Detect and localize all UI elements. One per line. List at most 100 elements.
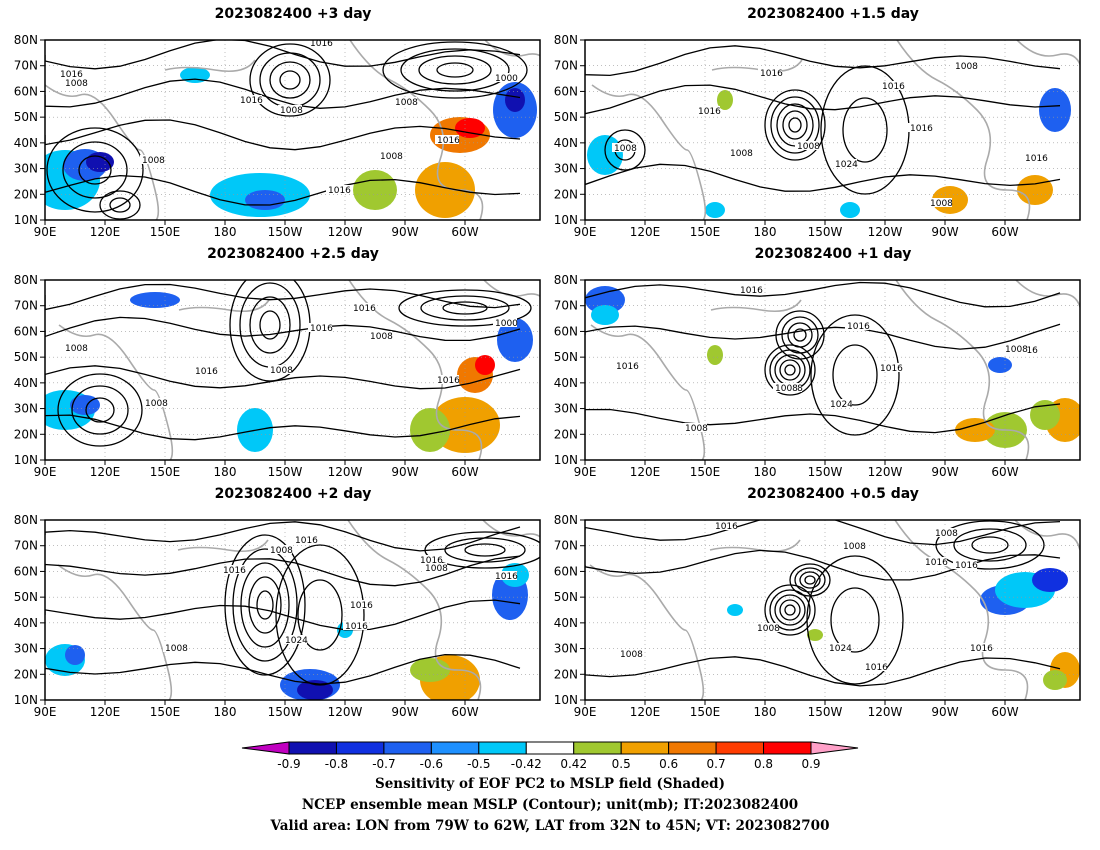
lat-label: 40N [554,376,578,390]
contour-label: 1024 [829,644,852,654]
isobar-ring [259,310,281,340]
lon-label: 120E [630,225,661,239]
colorbar-tick-label: -0.8 [325,757,348,771]
lon-label: 120E [90,465,121,479]
lon-label: 120W [328,705,363,719]
contour-label: 1016 [1025,154,1048,164]
isobar-ring [799,571,821,589]
map-p4: 1016101610081016100810241016100810161008… [554,273,1081,479]
isobar [45,119,521,151]
isobar [45,555,521,587]
lon-label: 120E [630,465,661,479]
isobar [45,78,521,109]
lon-label: 120W [868,465,903,479]
shade-mblue [585,286,625,314]
contour-label: 1008 [930,199,953,209]
shade-green [1043,670,1067,690]
contour-label: 1008 [685,424,708,434]
lat-label: 20N [14,667,38,681]
contour-label: 1008 [270,366,293,376]
lat-label: 50N [14,350,38,364]
isobar [45,653,521,685]
contour-label: 1016 [970,644,993,654]
isobar [585,84,1061,115]
isobar-ring [971,536,1009,554]
shade-green [410,408,450,452]
colorbar-box [430,741,480,755]
isobar-ring [935,520,1045,570]
isobar [45,521,521,552]
contour-label: 1008 [730,149,753,159]
contour-label: 1008 [614,144,637,154]
contour-label: 1016 [437,376,460,386]
shade-mblue [130,292,180,308]
lat-label: 80N [554,513,578,527]
isobar-ring [810,314,900,436]
lon-label: 180 [754,465,777,479]
lon-label: 150E [150,225,181,239]
contour-label: 1016 [760,69,783,79]
isobar-ring [793,328,807,342]
lon-label: 90W [391,705,418,719]
lat-label: 60N [554,324,578,338]
lon-label: 90E [574,705,597,719]
isobar [45,599,521,631]
lat-label: 70N [554,299,578,313]
lat-label: 20N [14,187,38,201]
contour-label: 1016 [350,601,373,611]
contour-label: 1016 [310,39,333,49]
contour-label: 1016 [955,561,978,571]
lon-label: 180 [754,705,777,719]
lat-label: 80N [554,273,578,287]
lat-label: 40N [554,616,578,630]
lat-label: 60N [554,84,578,98]
lon-label: 150W [808,225,843,239]
colorbar-box [668,741,717,755]
isobar-ring [256,590,274,620]
lat-label: 60N [14,84,38,98]
shade-dblue [505,88,525,112]
contour-label: 1008 [380,152,403,162]
lat-label: 50N [554,350,578,364]
isobar-ring [779,599,801,621]
lon-label: 90W [391,465,418,479]
lon-label: 120E [90,225,121,239]
colorbar-box [335,741,385,755]
lon-label: 90W [391,225,418,239]
lat-label: 70N [14,299,38,313]
isobar-ring [249,296,291,354]
contour-label: 1016 [295,536,318,546]
contour-label: 1008 [65,79,88,89]
lon-label: 150E [690,465,721,479]
shade-green [807,629,823,641]
lat-label: 70N [554,539,578,553]
contour-label: 1016 [847,322,870,332]
lon-label: 90E [34,225,57,239]
lat-label: 50N [14,590,38,604]
isobar-ring [269,61,311,99]
colorbar-box [715,741,765,755]
isobar-ring [85,397,115,423]
colorbar-box [525,741,575,755]
contour-label: 1008 [425,564,448,574]
isobar-ring [297,579,343,651]
colorbar-tick-label: -0.42 [511,757,542,771]
contour-label: 1016 [328,186,351,196]
contour-label: 1016 [60,70,83,80]
colorbar-box [383,741,432,755]
isobar-ring [46,127,144,213]
lon-label: 120E [90,705,121,719]
isobar-ring [71,385,129,435]
lon-label: 60W [451,225,478,239]
contour-label: 1024 [830,400,853,410]
isobar-ring [464,543,506,557]
contour-label: 1016 [345,622,368,632]
isobar-ring [769,589,811,631]
isobar-ring [764,584,816,636]
isobar-ring [275,544,365,686]
lat-label: 10N [554,453,578,467]
isobar [45,316,521,342]
isobar-ring [804,575,816,585]
lat-label: 40N [14,136,38,150]
contour-label: 1016 [353,304,376,314]
